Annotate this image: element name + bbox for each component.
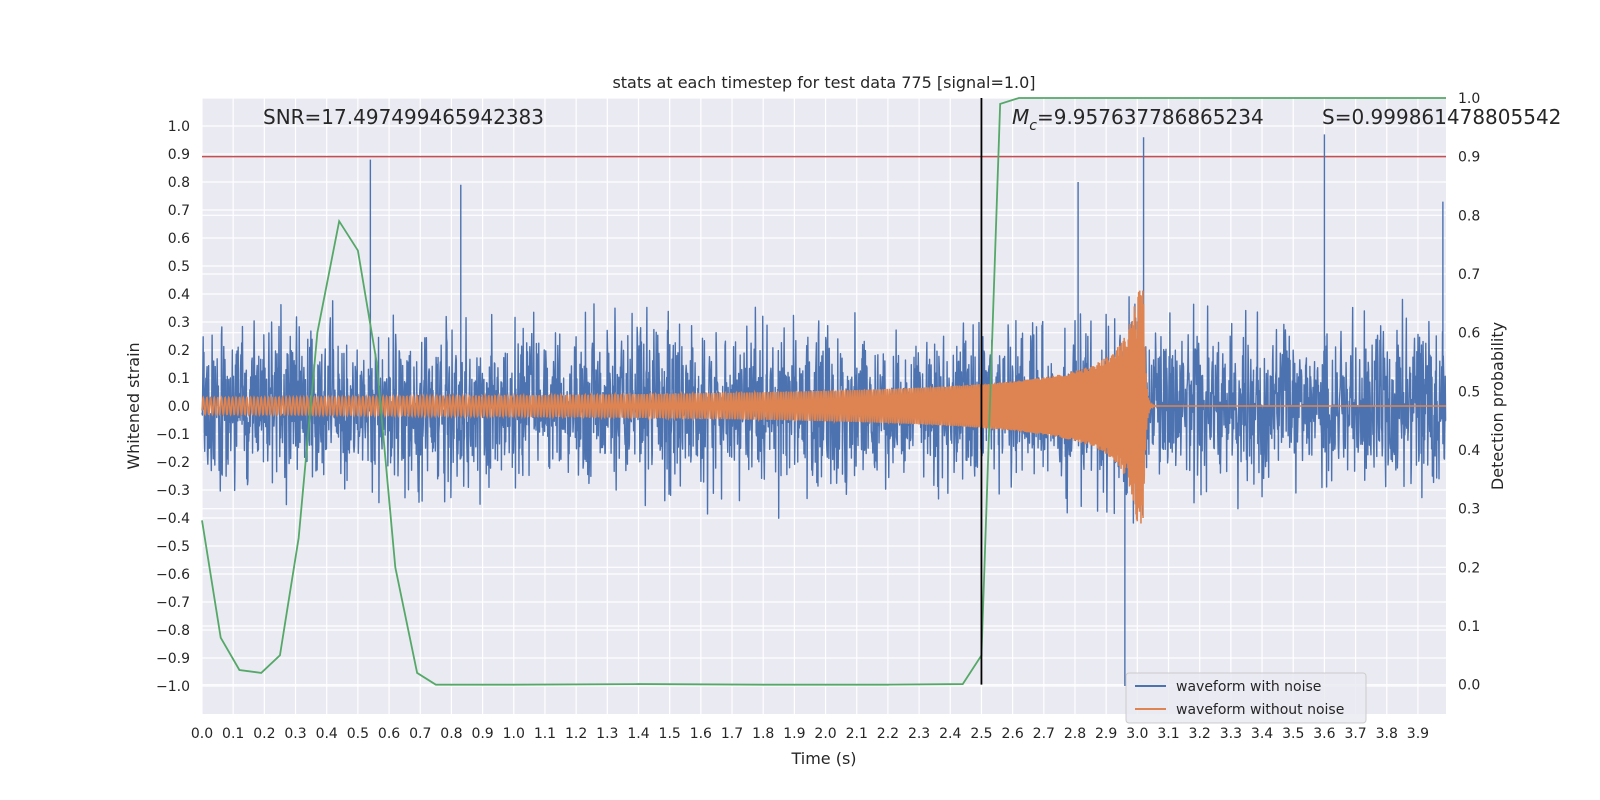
- series-detection-probability: [201, 97, 1446, 686]
- s-annotation: S=0.999861478805542: [1322, 105, 1561, 129]
- x-tick-label-30: 3.0: [1126, 726, 1148, 742]
- x-tick-label-10: 1.0: [503, 726, 525, 742]
- x-tick-label-36: 3.6: [1313, 726, 1335, 742]
- y-tick-label-7: 0.3: [168, 315, 190, 331]
- x-tick-label-5: 0.5: [347, 726, 369, 742]
- y-tick-label-3: 0.7: [168, 203, 190, 219]
- x-tick-label-4: 0.4: [316, 726, 338, 742]
- legend-label-waveform-without-noise: waveform without noise: [1176, 702, 1344, 718]
- y-tick-label-5: 0.5: [168, 259, 190, 275]
- line-waveform-without-noise: [201, 290, 1446, 524]
- x-axis-label: Time (s): [790, 749, 856, 768]
- y-tick-label-4: 0.6: [168, 231, 190, 247]
- x-tick-label-18: 1.8: [752, 726, 774, 742]
- x-tick-label-34: 3.4: [1251, 726, 1273, 742]
- y-tick-label-13: −0.3: [156, 483, 190, 499]
- x-tick-label-27: 2.7: [1033, 726, 1055, 742]
- x-tick-label-31: 3.1: [1157, 726, 1179, 742]
- line-detection-probability: [201, 97, 1446, 686]
- mc-subscript: c: [1029, 118, 1037, 134]
- series-waveform-without-noise: [201, 290, 1446, 524]
- y-tick-label-2: 0.8: [168, 175, 190, 191]
- x-tick-label-16: 1.6: [690, 726, 712, 742]
- x-tick-label-35: 3.5: [1282, 726, 1304, 742]
- y2-tick-label-2: 0.2: [1458, 560, 1480, 576]
- y-tick-label-19: −0.9: [156, 651, 190, 667]
- y-tick-label-15: −0.5: [156, 539, 190, 555]
- legend-box: [1125, 672, 1367, 724]
- x-tick-label-13: 1.3: [596, 726, 618, 742]
- y2-tick-label-0: 0.0: [1458, 678, 1480, 694]
- x-tick-label-17: 1.7: [721, 726, 743, 742]
- x-tick-label-6: 0.6: [378, 726, 400, 742]
- y2-tick-label-6: 0.6: [1458, 326, 1480, 342]
- y2-tick-label-8: 0.8: [1458, 208, 1480, 224]
- y-tick-label-11: −0.1: [156, 427, 190, 443]
- x-tick-label-19: 1.9: [783, 726, 805, 742]
- mc-annotation: Mc=9.957637786865234: [1012, 105, 1264, 134]
- y2-axis-label: Detection probability: [1488, 322, 1507, 490]
- x-tick-label-1: 0.1: [222, 726, 244, 742]
- x-tick-label-3: 0.3: [284, 726, 306, 742]
- x-tick-label-25: 2.5: [970, 726, 992, 742]
- y2-tick-label-9: 0.9: [1458, 150, 1480, 166]
- x-tick-label-39: 3.9: [1407, 726, 1429, 742]
- y2-tick-label-3: 0.3: [1458, 502, 1480, 518]
- x-tick-label-12: 1.2: [565, 726, 587, 742]
- legend-label-waveform-with-noise: waveform with noise: [1176, 679, 1321, 695]
- y-tick-label-10: 0.0: [168, 399, 190, 415]
- y-tick-label-0: 1.0: [168, 119, 190, 135]
- x-tick-label-28: 2.8: [1064, 726, 1086, 742]
- y2-tick-labels: 0.0 0.1 0.2 0.3 0.4 0.5 0.6 0.7 0.8 0.9 1.0: [1458, 91, 1480, 694]
- y2-tick-label-5: 0.5: [1458, 384, 1480, 400]
- y2-tick-label-4: 0.4: [1458, 443, 1480, 459]
- x-tick-labels: 0.0 0.1 0.2 0.3 0.4 0.5 0.6 0.7 0.8 0.9 1.0 1.1 1.2 1…: [191, 726, 1429, 742]
- y-tick-labels: 1.0 0.9 0.8 0.7 0.6 0.5 0.4 0.3 0.2 0.1 0.0 −0.1 −0.…: [156, 119, 190, 695]
- y2-tick-label-10: 1.0: [1458, 91, 1480, 107]
- x-tick-label-15: 1.5: [659, 726, 681, 742]
- y-tick-label-20: −1.0: [156, 679, 190, 695]
- y-tick-label-9: 0.1: [168, 371, 190, 387]
- y-tick-label-8: 0.2: [168, 343, 190, 359]
- x-tick-label-20: 2.0: [814, 726, 836, 742]
- x-tick-label-26: 2.6: [1001, 726, 1023, 742]
- y-tick-label-17: −0.7: [156, 595, 190, 611]
- snr-annotation: SNR=17.497499465942383: [263, 105, 544, 129]
- mc-value: =9.957637786865234: [1037, 105, 1264, 129]
- x-tick-label-14: 1.4: [627, 726, 649, 742]
- x-tick-label-2: 0.2: [253, 726, 275, 742]
- mc-symbol: M: [1012, 105, 1029, 129]
- y-tick-label-6: 0.4: [168, 287, 190, 303]
- legend: waveform with noise waveform without noi…: [1125, 672, 1367, 724]
- y-tick-label-1: 0.9: [168, 147, 190, 163]
- x-tick-label-33: 3.3: [1220, 726, 1242, 742]
- x-tick-label-22: 2.2: [877, 726, 899, 742]
- x-tick-label-29: 2.9: [1095, 726, 1117, 742]
- y2-tick-label-1: 0.1: [1458, 619, 1480, 635]
- y-tick-label-14: −0.4: [156, 511, 190, 527]
- x-tick-label-23: 2.3: [908, 726, 930, 742]
- y-tick-label-16: −0.6: [156, 567, 190, 583]
- x-tick-label-8: 0.8: [440, 726, 462, 742]
- y-axis-label: Whitened strain: [124, 342, 143, 469]
- x-tick-label-7: 0.7: [409, 726, 431, 742]
- x-tick-label-9: 0.9: [471, 726, 493, 742]
- y-tick-label-12: −0.2: [156, 455, 190, 471]
- x-tick-label-24: 2.4: [939, 726, 961, 742]
- y2-tick-label-7: 0.7: [1458, 267, 1480, 283]
- x-tick-label-21: 2.1: [846, 726, 868, 742]
- y-tick-label-18: −0.8: [156, 623, 190, 639]
- x-tick-label-11: 1.1: [534, 726, 556, 742]
- x-tick-label-38: 3.8: [1376, 726, 1398, 742]
- chart-title: stats at each timestep for test data 775…: [612, 73, 1035, 92]
- x-tick-label-37: 3.7: [1344, 726, 1366, 742]
- x-tick-label-0: 0.0: [191, 726, 213, 742]
- x-tick-label-32: 3.2: [1189, 726, 1211, 742]
